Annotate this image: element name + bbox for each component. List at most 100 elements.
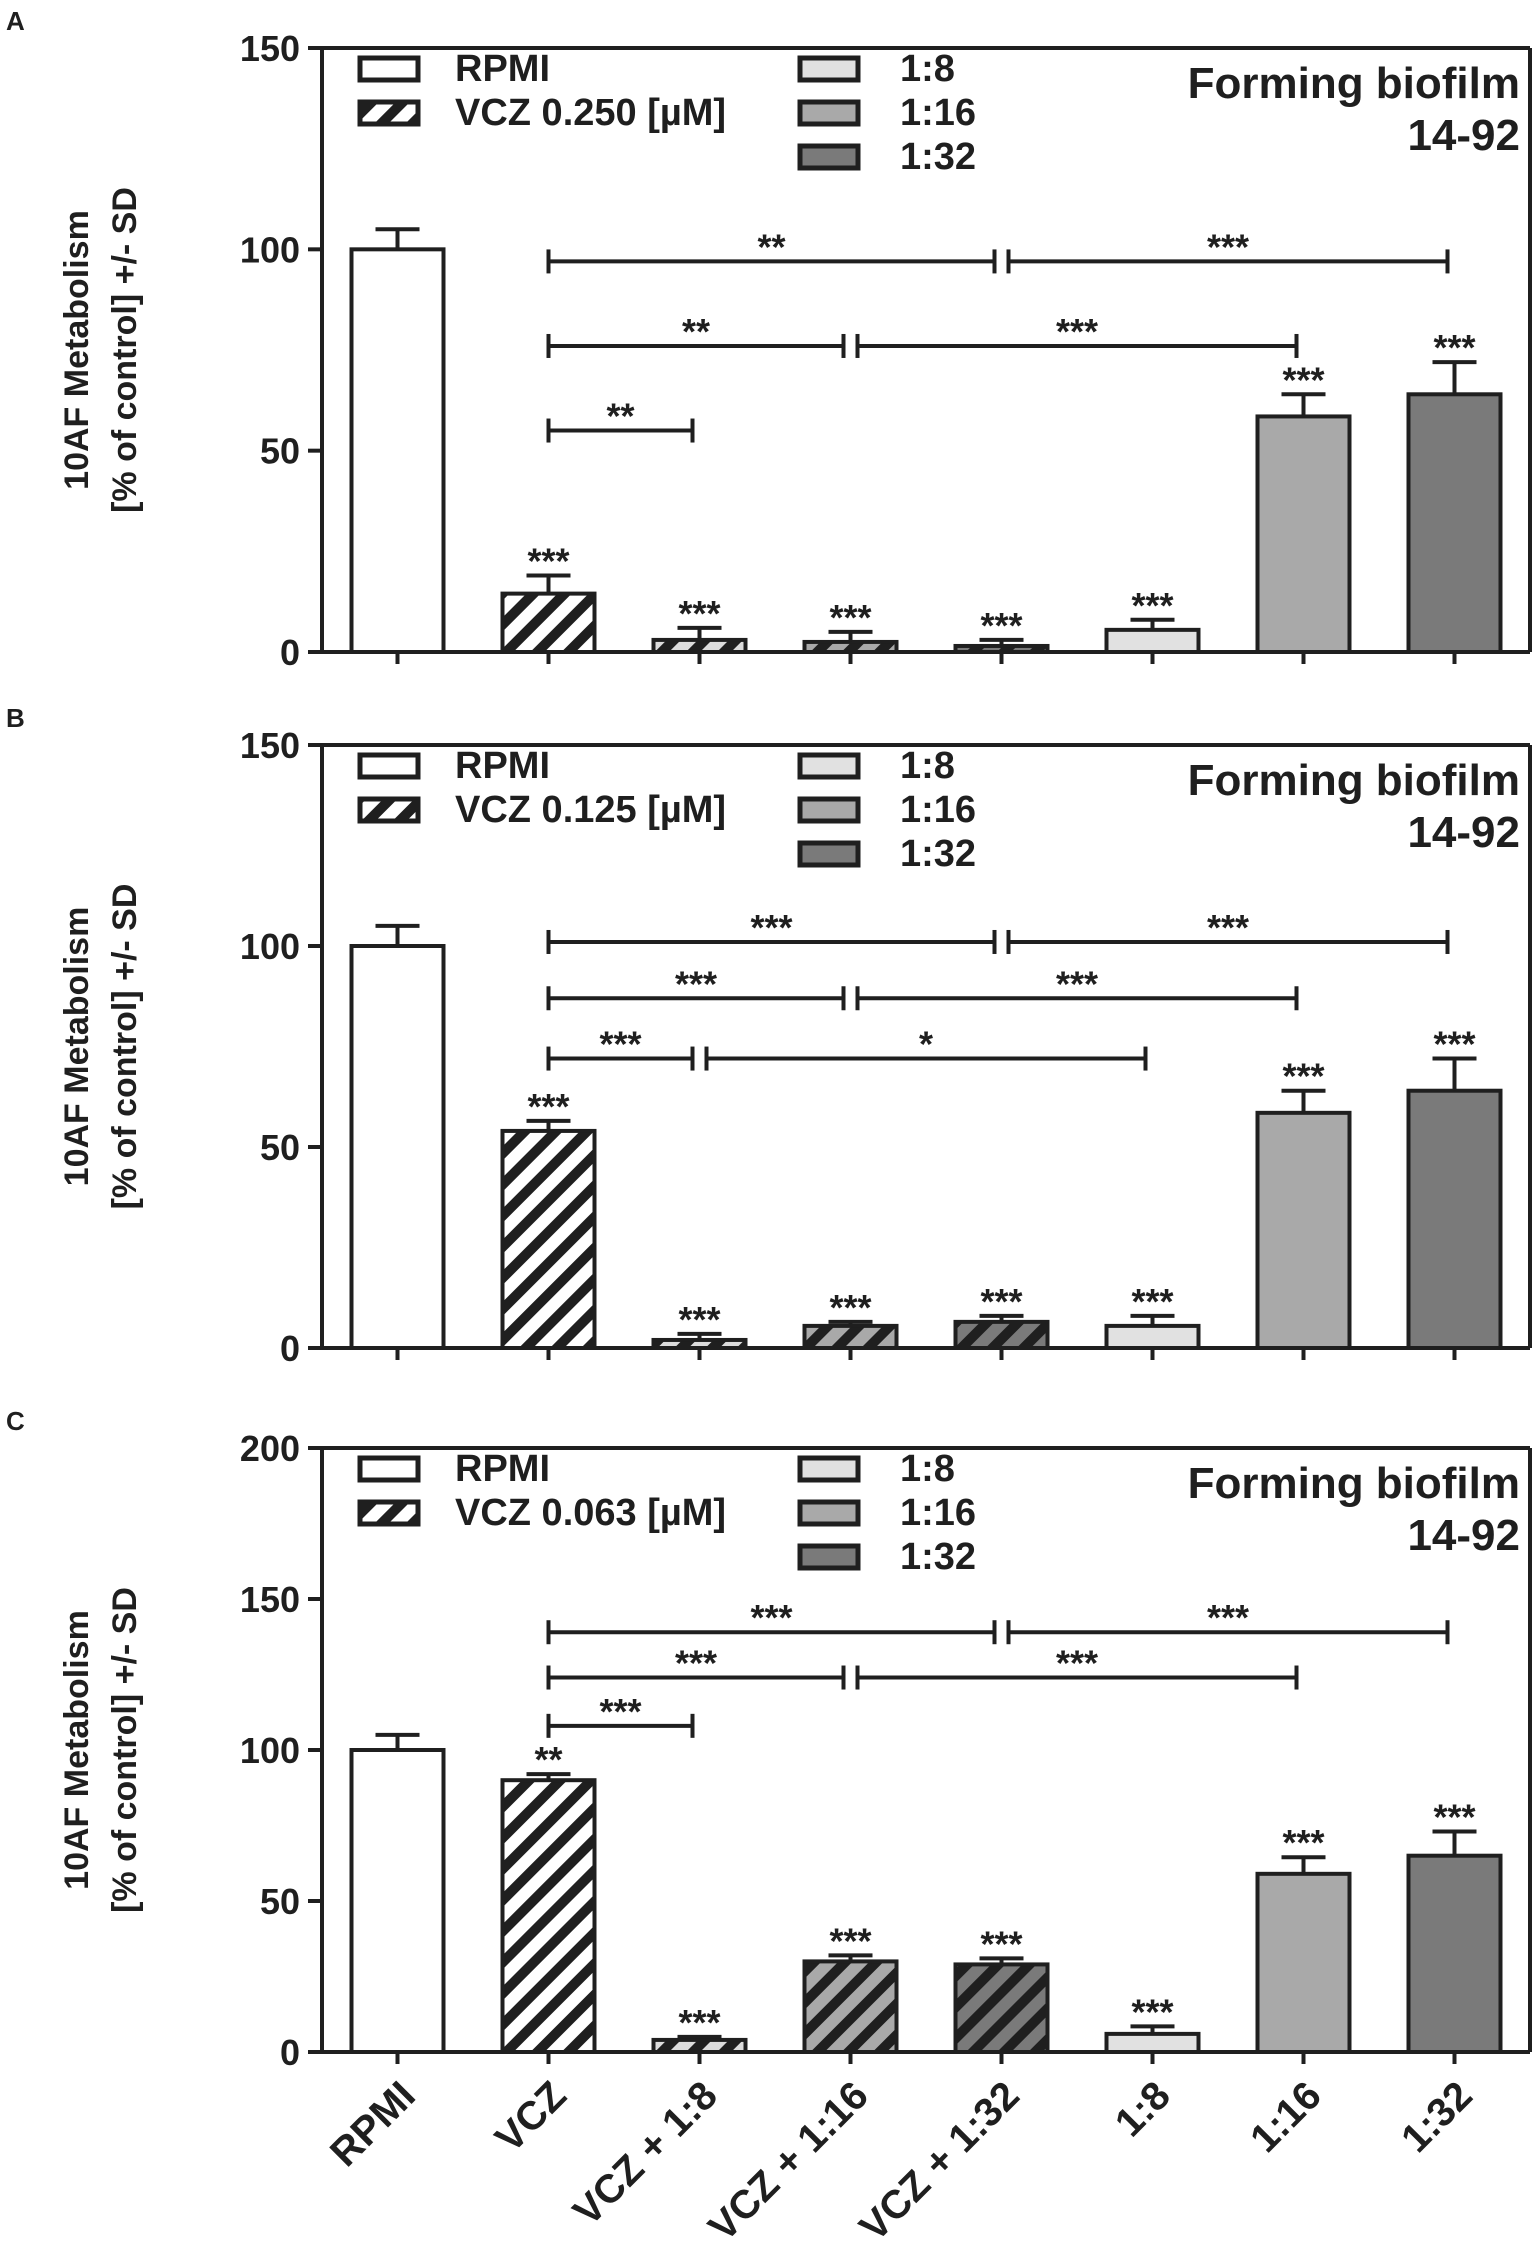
panel-c: C 0 50 100 150 200 10AF Metabolism [% of contro…	[6, 1406, 1532, 2073]
x-category-label-8: 1:32	[1393, 2073, 1481, 2161]
bar-3	[651, 637, 748, 654]
legend-1-8-swatch	[797, 1455, 861, 1483]
significance-mark-5: ***	[980, 1923, 1022, 1964]
legend-1-8-swatch	[797, 55, 861, 83]
significance-mark-8: ***	[1433, 1797, 1475, 1838]
legend-rpmi-label: RPMI	[455, 48, 550, 90]
legend-rpmi-swatch	[357, 55, 421, 83]
y-tick-label: 100	[240, 229, 300, 270]
y-axis-label-line2: [% of control] +/- SD	[106, 187, 144, 513]
comparison-label-4: ***	[1056, 311, 1098, 352]
legend-1-32-label: 1:32	[900, 833, 976, 875]
x-category-label-1: RPMI	[322, 2073, 424, 2175]
legend-vcz-label: VCZ 0.063 [µM]	[455, 1492, 726, 1534]
comparison-label-1: ***	[750, 1597, 792, 1638]
comparison-label-4: ***	[1056, 1643, 1098, 1684]
x-category-label-6: 1:8	[1107, 2073, 1179, 2145]
bar-1	[349, 1748, 446, 2054]
y-tick-label: 150	[240, 1579, 300, 1620]
y-tick-label: 0	[280, 2032, 300, 2073]
legend-1-16-swatch	[797, 99, 861, 127]
y-tick-label: 150	[240, 28, 300, 69]
y-tick-label: 50	[260, 431, 300, 472]
significance-mark-8: ***	[1433, 1024, 1475, 1065]
y-axis-label-line2: [% of control] +/- SD	[106, 1587, 144, 1913]
legend-1-32-swatch	[797, 840, 861, 868]
legend-1-16-label: 1:16	[900, 789, 976, 831]
legend-vcz-swatch	[357, 796, 421, 824]
x-category-label-7: 1:16	[1242, 2073, 1330, 2161]
significance-mark-5: ***	[980, 605, 1022, 646]
significance-mark-6: ***	[1131, 1281, 1173, 1322]
bar-6	[1104, 1323, 1201, 1351]
significance-mark-2: ***	[527, 540, 569, 581]
legend-1-32-label: 1:32	[900, 1536, 976, 1578]
y-tick-label: 150	[240, 725, 300, 766]
y-tick-label: 200	[240, 1428, 300, 1469]
significance-mark-3: ***	[678, 2002, 720, 2043]
y-axis-label-line1: 10AF Metabolism	[58, 1610, 96, 1890]
significance-mark-7: ***	[1282, 359, 1324, 400]
significance-mark-7: ***	[1282, 1822, 1324, 1863]
panel-label: B	[6, 703, 25, 733]
x-category-label-5: VCZ + 1:32	[851, 2073, 1028, 2250]
legend-rpmi-swatch	[357, 752, 421, 780]
comparison-label-1: ***	[750, 907, 792, 948]
panel-label: C	[6, 1406, 25, 1436]
comparison-label-4: ***	[1056, 963, 1098, 1004]
comparison-label-5: **	[606, 396, 634, 437]
comparison-label-2: ***	[1207, 907, 1249, 948]
y-tick-label: 50	[260, 1127, 300, 1168]
comparison-label-6: *	[919, 1024, 933, 1065]
significance-mark-2: ***	[527, 1086, 569, 1127]
comparison-label-3: ***	[675, 1643, 717, 1684]
y-tick-label: 0	[280, 632, 300, 673]
legend-vcz-label: VCZ 0.250 [µM]	[455, 92, 726, 134]
bar-5	[953, 1319, 1050, 1350]
comparison-label-3: **	[682, 311, 710, 352]
legend-1-8-label: 1:8	[900, 1448, 955, 1490]
panel-title-line1: Forming biofilm	[1188, 59, 1520, 108]
y-tick-label: 50	[260, 1881, 300, 1922]
bar-1	[349, 944, 446, 1350]
legend-rpmi-label: RPMI	[455, 1448, 550, 1490]
bar-4	[802, 1323, 899, 1351]
bar-3	[651, 1337, 748, 1350]
significance-mark-8: ***	[1433, 327, 1475, 368]
y-tick-label: 100	[240, 926, 300, 967]
panel-title-line1: Forming biofilm	[1188, 756, 1520, 805]
bar-8	[1406, 392, 1503, 654]
y-tick-label: 0	[280, 1328, 300, 1369]
bar-4	[802, 639, 899, 655]
significance-mark-7: ***	[1282, 1056, 1324, 1097]
bar-6	[1104, 627, 1201, 654]
legend-1-8-label: 1:8	[900, 48, 955, 90]
panel-title-line2: 14-92	[1407, 111, 1520, 160]
comparison-label-1: **	[757, 226, 785, 267]
significance-mark-3: ***	[678, 593, 720, 634]
legend-1-8-swatch	[797, 752, 861, 780]
bar-5	[953, 1962, 1050, 2055]
legend-vcz-label: VCZ 0.125 [µM]	[455, 789, 726, 831]
comparison-label-5: ***	[599, 1024, 641, 1065]
legend-1-8-label: 1:8	[900, 745, 955, 787]
bar-1	[349, 247, 446, 654]
y-axis-label-line1: 10AF Metabolism	[58, 210, 96, 490]
comparison-label-5: ***	[599, 1691, 641, 1732]
bar-7	[1255, 414, 1352, 654]
comparison-label-2: ***	[1207, 1597, 1249, 1638]
x-category-label-2: VCZ	[487, 2073, 575, 2161]
bar-8	[1406, 1853, 1503, 2054]
significance-mark-4: ***	[829, 1287, 871, 1328]
y-tick-label: 100	[240, 1730, 300, 1771]
panel-title-line2: 14-92	[1407, 808, 1520, 857]
panel-title-line2: 14-92	[1407, 1511, 1520, 1560]
legend-1-32-swatch	[797, 143, 861, 171]
significance-mark-6: ***	[1131, 1991, 1173, 2032]
significance-mark-2: **	[534, 1739, 562, 1780]
legend-vcz-swatch	[357, 1499, 421, 1527]
panels-layer: A 0 50 100 150 10AF Metabolism [% of control] …	[6, 6, 1532, 2073]
legend-rpmi-label: RPMI	[455, 745, 550, 787]
